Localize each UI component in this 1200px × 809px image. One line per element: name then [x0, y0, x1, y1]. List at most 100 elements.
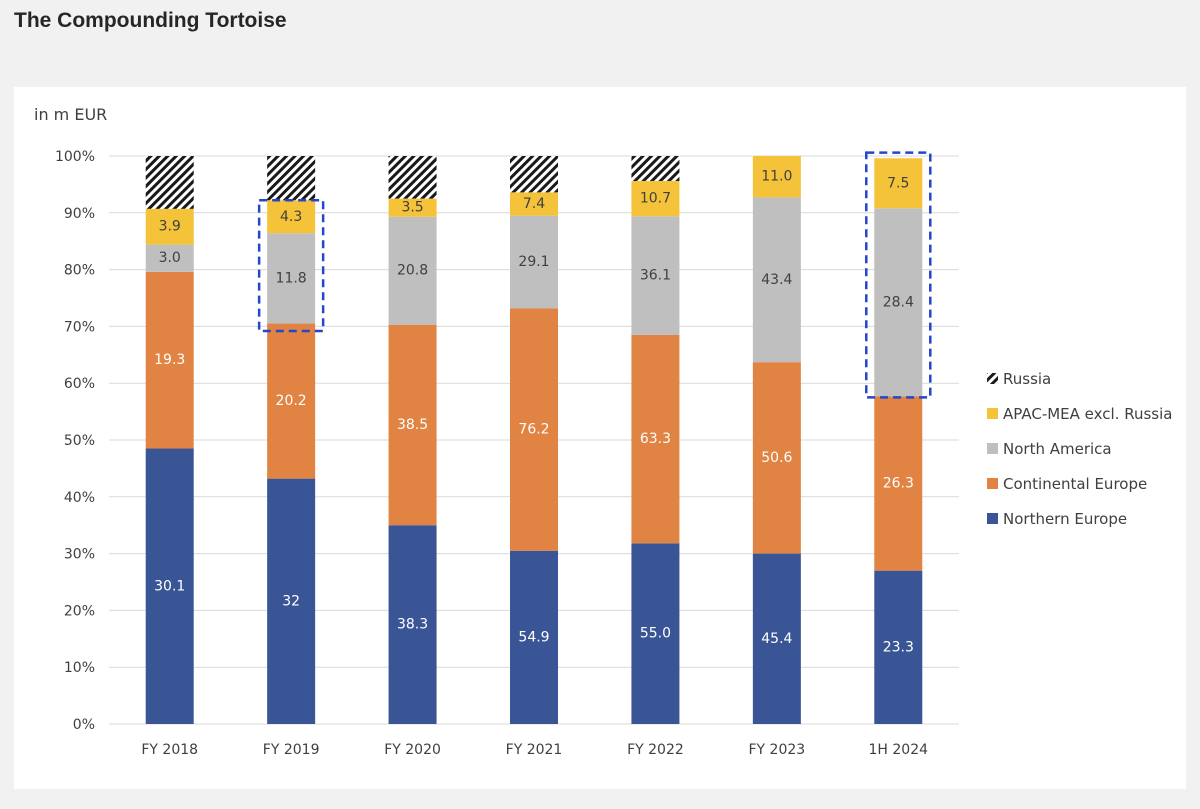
- bar-segment: [145, 208, 194, 245]
- data-label: 29.1: [518, 254, 549, 270]
- x-tick-label: FY 2019: [263, 742, 320, 758]
- data-label: 30.1: [154, 578, 185, 594]
- legend-swatch: [987, 478, 998, 489]
- legend-item: APAC-MEA excl. Russia: [987, 405, 1172, 423]
- legend-swatch: [987, 373, 998, 384]
- chart-card: in m EUR 0% 10% 20% 30% 40% 50% 60% 70% 80% 90% 10…: [14, 87, 1186, 789]
- legend-item: Continental Europe: [987, 475, 1147, 493]
- bar-segment: [267, 478, 316, 724]
- bar-segment: [267, 323, 316, 479]
- bar-segment: [510, 192, 558, 216]
- data-label: 28.4: [883, 294, 914, 310]
- data-label: 32: [282, 593, 300, 609]
- y-tick-label: 70%: [64, 319, 95, 335]
- y-axis: 0% 10% 20% 30% 40% 50% 60% 70% 80% 90% 100%: [55, 149, 95, 733]
- legend-swatch: [987, 443, 998, 454]
- x-tick-label: 1H 2024: [869, 742, 929, 758]
- data-label: 26.3: [883, 475, 914, 491]
- x-tick-label: FY 2021: [506, 742, 563, 758]
- bar-segment: [752, 156, 801, 198]
- highlight-box: [865, 151, 932, 399]
- bar-segment: [267, 156, 316, 201]
- bar-segment: [145, 271, 194, 449]
- legend-label: Northern Europe: [1003, 510, 1127, 528]
- data-label: 3.5: [401, 200, 423, 216]
- legend-swatch: [987, 408, 998, 419]
- data-label: 3.9: [159, 219, 181, 235]
- data-label: 36.1: [640, 268, 671, 284]
- bar-segment: [145, 156, 194, 209]
- bar-segment: [388, 156, 437, 199]
- data-label: 7.5: [887, 175, 909, 191]
- highlight-box: [257, 199, 325, 333]
- bar-segment: [752, 362, 801, 554]
- bar-segment: [631, 543, 680, 724]
- legend-label: Russia: [1003, 370, 1051, 388]
- data-label: 43.4: [761, 272, 792, 288]
- data-label: 3.0: [159, 250, 181, 266]
- bar-segment: [510, 550, 558, 724]
- unit-label: in m EUR: [34, 105, 107, 124]
- legend-item: Russia: [987, 370, 1051, 388]
- bar-segment: [631, 216, 680, 335]
- bar-segment: [510, 156, 558, 193]
- y-tick-label: 100%: [55, 149, 95, 165]
- data-label: 11.8: [276, 270, 307, 286]
- data-label: 55.0: [640, 626, 671, 642]
- bar-segment: [510, 215, 558, 309]
- data-label: 63.3: [640, 431, 671, 447]
- bar-segment: [631, 180, 680, 217]
- bar-segment: [510, 308, 558, 551]
- bar-segment: [631, 334, 680, 544]
- data-label: 19.3: [154, 352, 185, 368]
- legend-label: North America: [1003, 440, 1112, 458]
- y-tick-label: 10%: [64, 660, 95, 676]
- x-tick-label: FY 2018: [141, 742, 198, 758]
- legend-item: North America: [987, 440, 1112, 458]
- stacked-bar-chart: in m EUR 0% 10% 20% 30% 40% 50% 60% 70% 80% 90% 10…: [34, 105, 1172, 758]
- y-tick-label: 30%: [64, 547, 95, 563]
- y-tick-label: 50%: [64, 433, 95, 449]
- bar-segment: [388, 216, 437, 325]
- data-labels: 30.1 19.3 3.0 3.9 32 20.2 11.8 4.3 38.3 38.5 20.8 3…: [154, 169, 914, 656]
- data-label: 11.0: [761, 169, 792, 185]
- legend: Russia APAC-MEA excl. Russia North America…: [987, 370, 1172, 528]
- data-label: 10.7: [640, 191, 671, 207]
- bar-segment: [874, 396, 923, 571]
- data-label: 23.3: [883, 639, 914, 655]
- bar-segment: [145, 244, 194, 272]
- legend-label: APAC-MEA excl. Russia: [1003, 405, 1172, 423]
- page-title: The Compounding Tortoise: [14, 9, 287, 32]
- bars: [145, 156, 923, 724]
- y-tick-label: 80%: [64, 263, 95, 279]
- data-label: 38.5: [397, 417, 428, 433]
- x-tick-label: FY 2020: [384, 742, 441, 758]
- legend-label: Continental Europe: [1003, 475, 1147, 493]
- data-label: 20.8: [397, 263, 428, 279]
- bar-segment: [752, 553, 801, 724]
- bar-segment: [388, 525, 437, 724]
- legend-item: Northern Europe: [987, 510, 1127, 528]
- x-tick-label: FY 2022: [627, 742, 684, 758]
- data-label: 76.2: [518, 421, 549, 437]
- y-tick-label: 20%: [64, 603, 95, 619]
- data-label: 7.4: [523, 196, 545, 212]
- x-tick-label: FY 2023: [749, 742, 806, 758]
- bar-segment: [267, 200, 316, 234]
- bar-segment: [874, 208, 923, 397]
- bar-segment: [267, 233, 316, 324]
- bar-segment: [388, 198, 437, 217]
- x-axis: FY 2018 FY 2019 FY 2020 FY 2021 FY 2022 FY 20…: [141, 742, 928, 758]
- data-label: 54.9: [518, 629, 549, 645]
- legend-swatch: [987, 513, 998, 524]
- bar-segment: [388, 324, 437, 526]
- bar-segment: [752, 197, 801, 363]
- y-tick-label: 90%: [64, 206, 95, 222]
- data-label: 50.6: [761, 450, 792, 466]
- data-label: 20.2: [276, 393, 307, 409]
- bar-segment: [145, 448, 194, 724]
- data-label: 45.4: [761, 631, 792, 647]
- bar-segment: [874, 570, 923, 724]
- highlight-boxes: [257, 151, 932, 399]
- data-label: 4.3: [280, 209, 302, 225]
